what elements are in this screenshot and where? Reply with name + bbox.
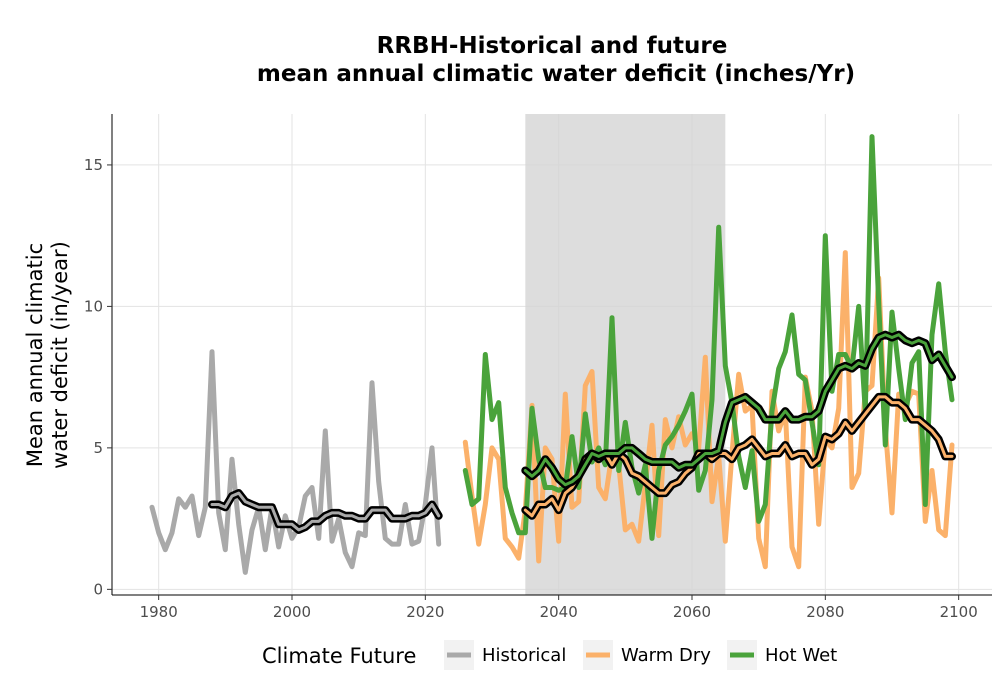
ticks: 1980 2000 2020 2040 2060 2080 2100 0 5 10 15 xyxy=(84,156,978,621)
legend-label-hot-wet: Hot Wet xyxy=(765,645,837,666)
chart-title-line-2: mean annual climatic water deficit (inch… xyxy=(257,61,855,87)
axes xyxy=(111,114,992,596)
smooth-line-historical xyxy=(210,491,441,532)
x-tick-label-2000: 2000 xyxy=(273,603,311,621)
smooth-line-hot-wet xyxy=(523,333,954,487)
x-tick-label-2020: 2020 xyxy=(406,603,444,621)
y-tick-label-0: 0 xyxy=(93,580,103,598)
y-axis-title-line-1: Mean annual climatic xyxy=(23,243,47,467)
y-tick-label-10: 10 xyxy=(84,297,103,315)
x-tick-label-2080: 2080 xyxy=(806,603,844,621)
series-lines xyxy=(149,134,955,575)
y-tick-label-5: 5 xyxy=(93,439,103,457)
legend-label-warm-dry: Warm Dry xyxy=(621,645,711,666)
x-tick-label-2040: 2040 xyxy=(540,603,578,621)
chart-title-line-1: RRBH-Historical and future xyxy=(377,33,728,59)
y-axis-title: Mean annual climatic water deficit (in/y… xyxy=(23,241,72,469)
legend-item-warm-dry: Warm Dry xyxy=(583,640,711,670)
x-tick-label-1980: 1980 xyxy=(140,603,178,621)
smoothed-lines xyxy=(208,330,956,534)
legend-item-historical: Historical xyxy=(444,640,566,670)
series-line-historical xyxy=(149,349,442,575)
y-axis-title-line-2: water deficit (in/year) xyxy=(48,241,72,469)
y-tick-label-15: 15 xyxy=(84,156,103,174)
legend-item-hot-wet: Hot Wet xyxy=(727,640,837,670)
series-line-hot-wet xyxy=(462,134,955,541)
legend: Climate Future Historical Warm Dry Hot W… xyxy=(262,640,837,670)
legend-label-historical: Historical xyxy=(482,645,566,666)
x-tick-label-2060: 2060 xyxy=(673,603,711,621)
x-tick-label-2100: 2100 xyxy=(940,603,978,621)
legend-title: Climate Future xyxy=(262,644,416,668)
